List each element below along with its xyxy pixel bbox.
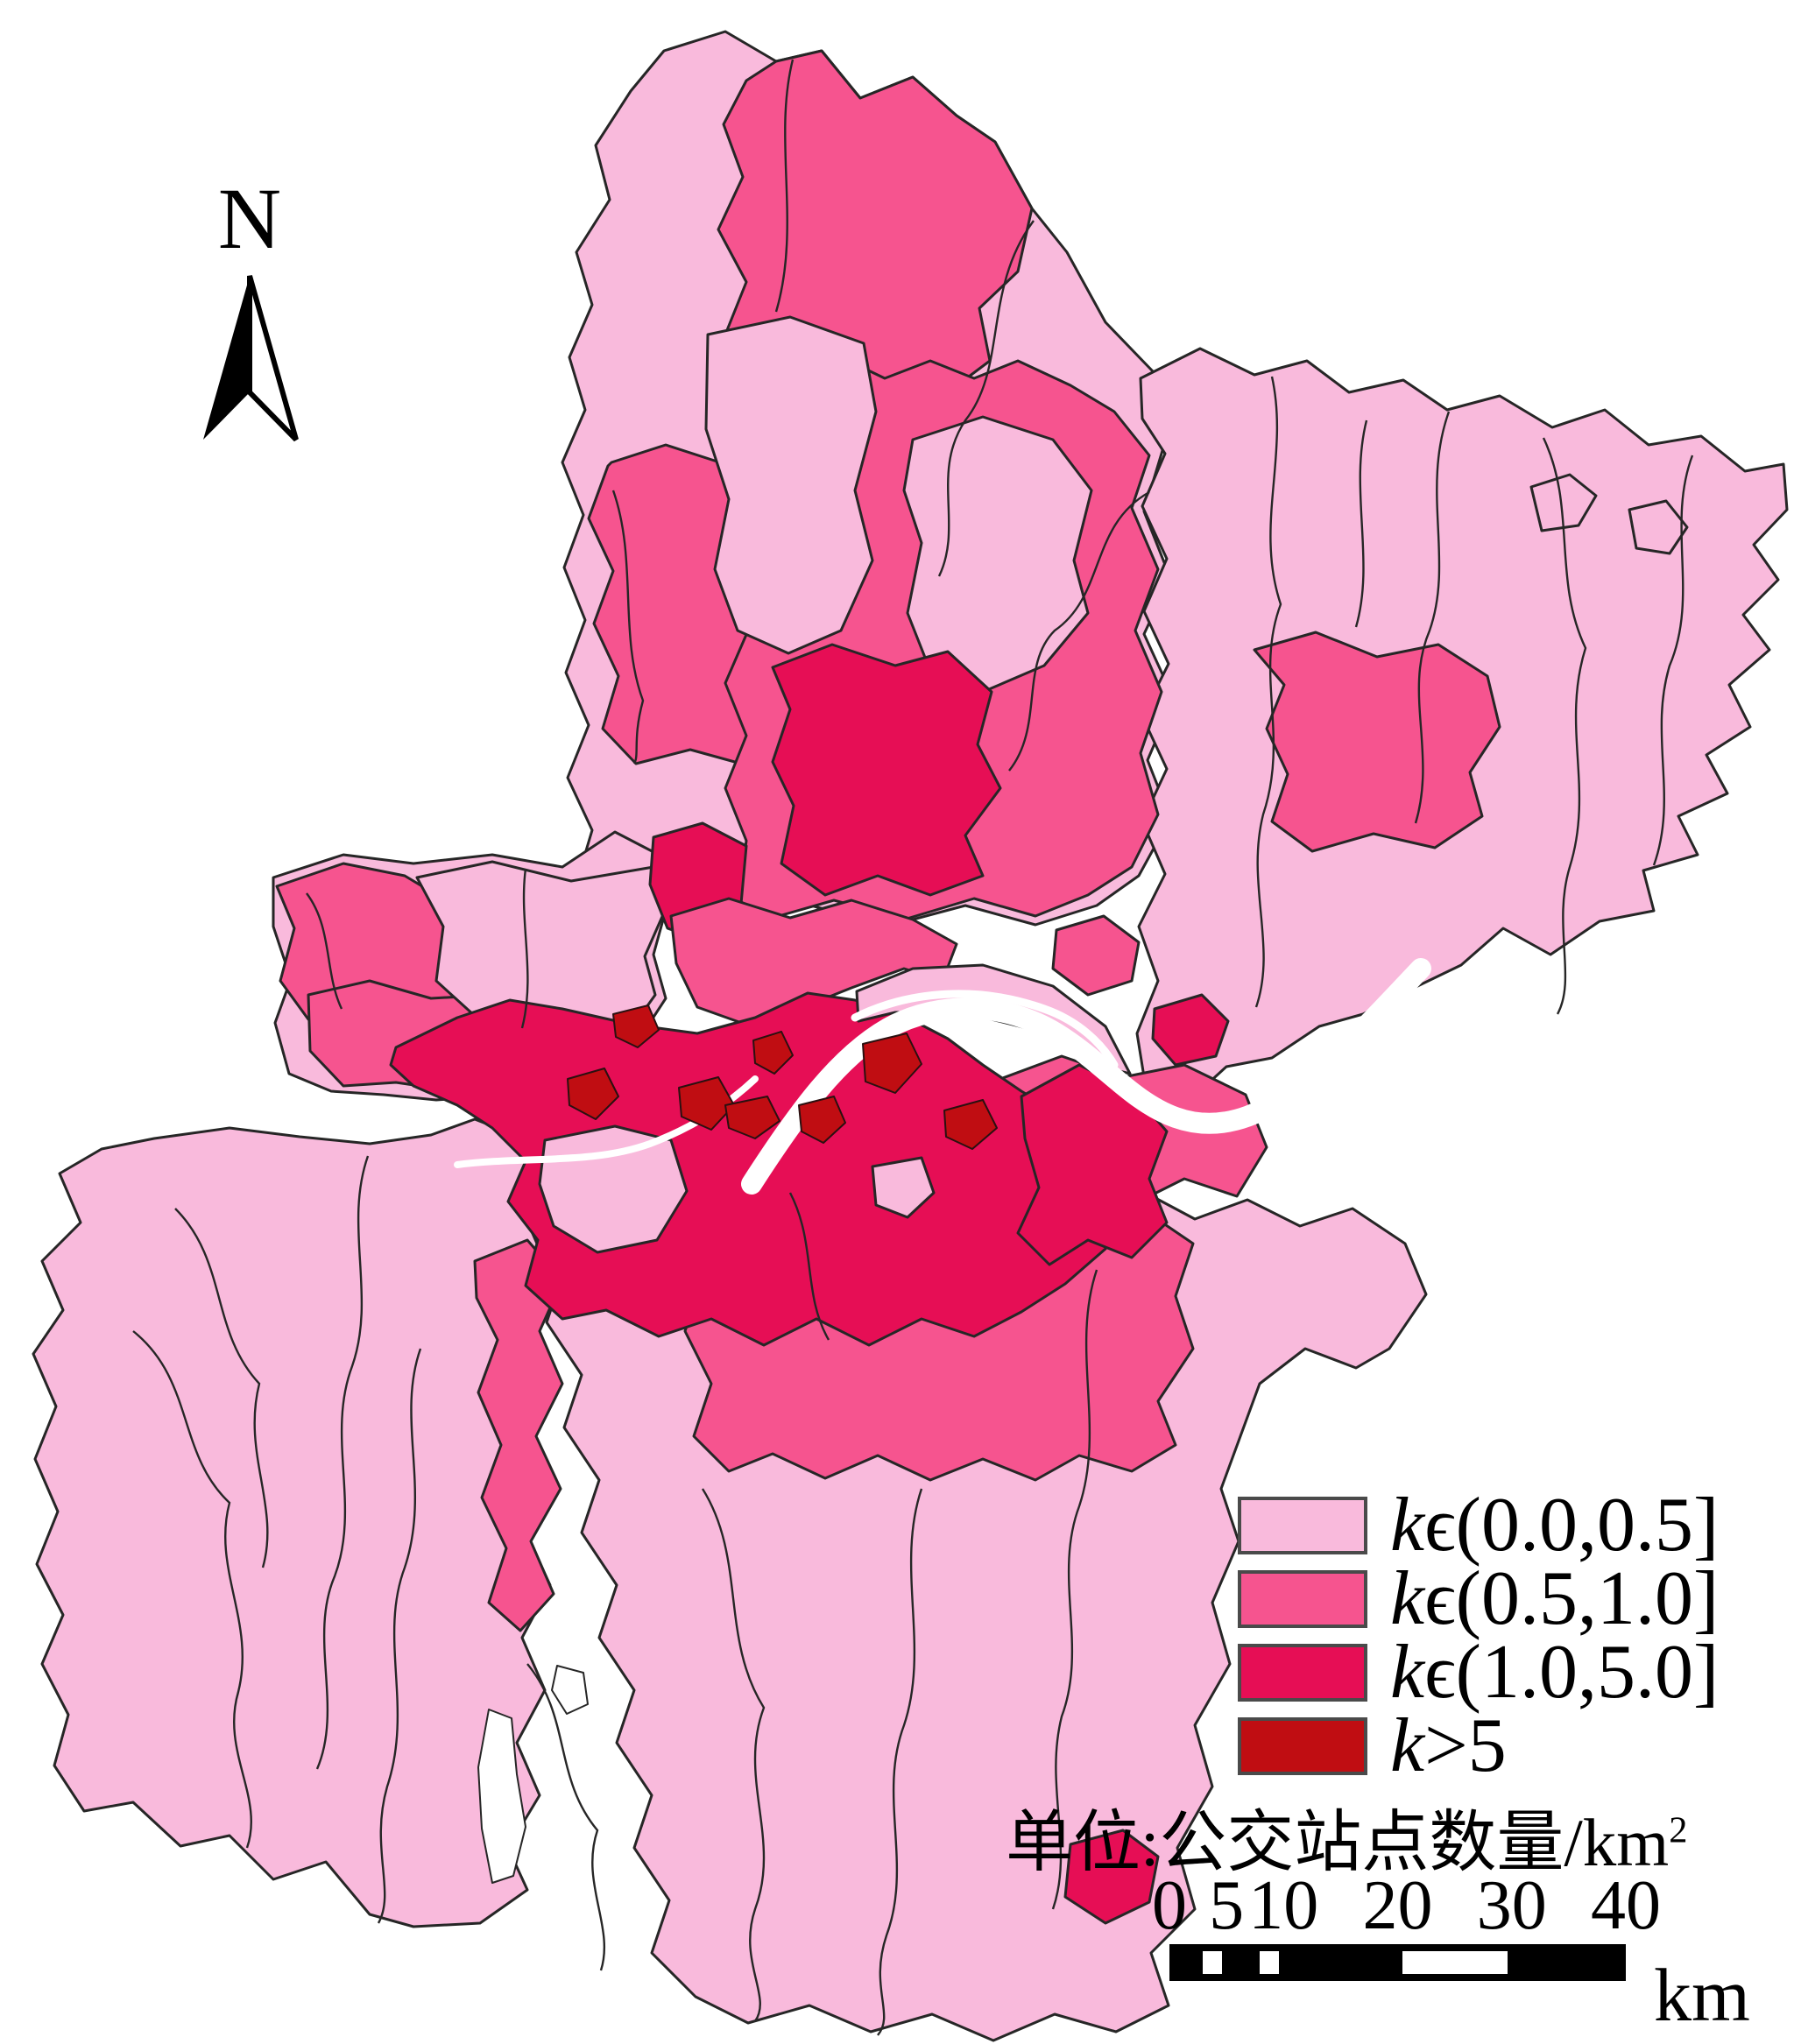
legend-swatch-c2 — [1238, 1569, 1367, 1628]
north-label: N — [217, 170, 282, 267]
map-region-north-light-pocket-a — [704, 315, 878, 655]
district-boundary — [520, 868, 529, 1029]
map-region-hotspot — [724, 1096, 780, 1139]
district-boundary — [174, 1208, 269, 1568]
district-boundary — [1354, 419, 1368, 628]
legend-swatch-c3 — [1238, 1643, 1367, 1702]
district-boundary — [315, 1155, 370, 1770]
map-region-ne-island-a — [1529, 473, 1598, 532]
scale-bar-segment — [1197, 1951, 1227, 1974]
map-region-ne-medium — [1253, 631, 1501, 853]
map-region-hotspot — [612, 1004, 660, 1048]
map-region-hotspot — [752, 1031, 794, 1075]
map-region-ne-blob-medium — [1051, 914, 1141, 997]
scale-ticks: 0 5 10 20 30 40 — [1152, 1867, 1661, 1944]
district-boundary — [788, 1192, 830, 1341]
legend-swatch-c1 — [1238, 1496, 1367, 1554]
north-arrow: N — [180, 175, 320, 447]
legend-item: k>5 — [1238, 1707, 1719, 1784]
district-boundary — [611, 490, 645, 765]
scale-tick-5: 5 — [1209, 1867, 1245, 1944]
map-region-island-light-b — [871, 1156, 936, 1219]
district-boundary — [1652, 455, 1694, 866]
district-boundary — [377, 1348, 422, 1924]
map-region-hotspot — [943, 1099, 998, 1150]
scale-tick-30: 30 — [1476, 1867, 1547, 1944]
legend-swatch-c4 — [1238, 1716, 1367, 1775]
river — [741, 958, 1431, 1195]
north-arrow-left-half — [203, 276, 250, 440]
map-region-lake-b — [551, 1665, 589, 1715]
legend-item: kϵ(0.5,1.0] — [1238, 1560, 1719, 1637]
district-boundary — [774, 59, 795, 313]
district-boundary — [1008, 490, 1150, 772]
district-boundary — [1414, 411, 1451, 824]
district-boundary — [701, 1488, 766, 2022]
scale-tick-20: 20 — [1362, 1867, 1433, 1944]
legend-label: kϵ(0.5,1.0] — [1390, 1555, 1720, 1641]
unit-text: 单位:公交站点数量/km — [1006, 1805, 1670, 1880]
district-boundary — [877, 1488, 923, 2036]
legend-item: kϵ(1.0,5.0] — [1238, 1633, 1719, 1710]
district-boundary — [306, 892, 343, 1010]
legend-label: kϵ(0.0,0.5] — [1390, 1482, 1720, 1568]
district-boundary — [1254, 376, 1282, 1008]
map-region-bottom-crimson — [1063, 1829, 1160, 1925]
scale-bar — [1169, 1944, 1626, 1981]
scale-tick-0: 0 — [1152, 1867, 1187, 1944]
scale-bar-segment — [1254, 1951, 1284, 1974]
map-region-north-crimson — [771, 643, 1002, 897]
district-boundary — [132, 1330, 252, 1849]
legend-label: kϵ(1.0,5.0] — [1390, 1629, 1720, 1715]
map-region-ne-island-b — [1628, 499, 1689, 555]
legend: kϵ(0.0,0.5] kϵ(0.5,1.0] kϵ(1.0,5.0] k>5 — [1238, 1486, 1719, 1790]
map-region-hotspot — [798, 1096, 846, 1144]
district-boundary — [526, 1663, 605, 1971]
map-region-hotspot — [567, 1068, 619, 1120]
river — [851, 990, 1119, 1069]
map-region-southwest-mass — [32, 1117, 552, 1928]
map-region-sw-diag-medium — [473, 1238, 564, 1632]
legend-label: k>5 — [1390, 1702, 1507, 1788]
unit-superscript: 2 — [1669, 1809, 1688, 1851]
scale-tick-40: 40 — [1591, 1867, 1661, 1944]
north-arrow-right-half — [247, 275, 299, 442]
map-region-small-crimson-ne — [1151, 993, 1230, 1067]
map-region-hotspot — [862, 1033, 922, 1094]
district-boundary — [937, 220, 1035, 577]
unit-label: 单位:公交站点数量/km2 — [1006, 1788, 1687, 1885]
legend-item: kϵ(0.0,0.5] — [1238, 1486, 1719, 1563]
scale-tick-10: 10 — [1248, 1867, 1319, 1944]
district-boundary — [1051, 1269, 1098, 1910]
district-boundary — [1542, 437, 1587, 1015]
north-arrow-icon — [203, 275, 299, 442]
scale-unit-label: km — [1654, 1953, 1750, 2037]
map-region-lake-a — [477, 1709, 526, 1884]
map-region-hotspot — [678, 1076, 735, 1131]
map-region-north-light-pocket-b — [902, 415, 1093, 694]
scale-bar-segment — [1397, 1951, 1512, 1974]
